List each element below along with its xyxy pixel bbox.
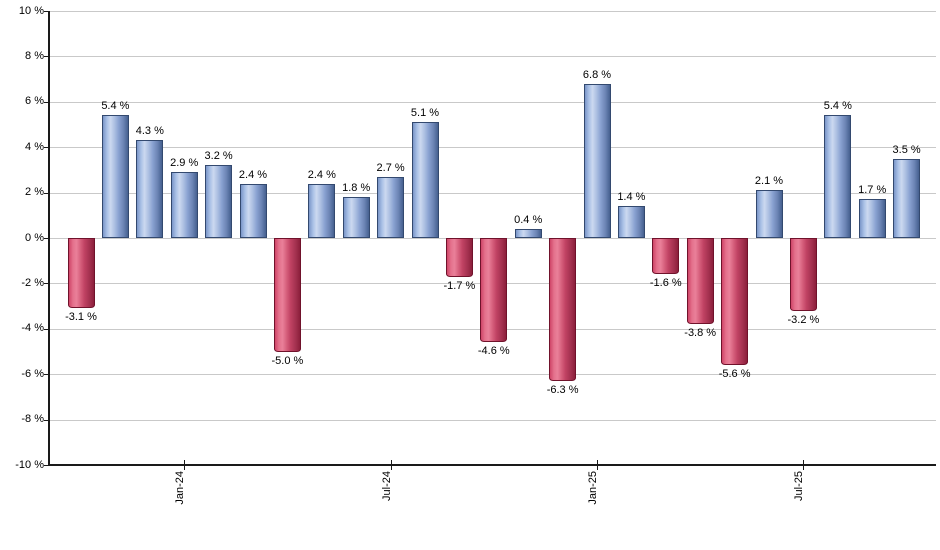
y-gridline bbox=[50, 56, 936, 57]
y-axis-tick-label: -8 % bbox=[21, 413, 44, 425]
bar-value-label: 1.7 % bbox=[858, 184, 887, 197]
y-axis-tick-label: 4 % bbox=[25, 141, 44, 153]
y-axis-tick-mark bbox=[44, 147, 49, 148]
bar-value-label: 2.9 % bbox=[170, 157, 199, 170]
bar bbox=[445, 238, 473, 277]
y-axis-tick-label: 2 % bbox=[25, 186, 44, 198]
bar-value-label: -1.6 % bbox=[649, 277, 682, 290]
bar bbox=[893, 158, 921, 239]
y-axis-tick-label: 0 % bbox=[25, 232, 44, 244]
bar-value-label: 5.4 % bbox=[101, 100, 130, 113]
x-axis-tick-mark bbox=[597, 460, 598, 470]
bar-value-label: -5.6 % bbox=[718, 368, 751, 381]
bar-value-label: 1.8 % bbox=[342, 182, 371, 195]
bar-value-label: -4.6 % bbox=[477, 345, 510, 358]
bar bbox=[136, 140, 164, 238]
bar bbox=[755, 190, 783, 238]
y-axis-tick-label: -10 % bbox=[15, 459, 44, 471]
bar bbox=[824, 115, 852, 238]
bar bbox=[342, 197, 370, 238]
y-axis-tick-mark bbox=[44, 11, 49, 12]
y-axis-tick-mark bbox=[44, 329, 49, 330]
bar bbox=[480, 238, 508, 343]
y-axis-tick-label: -6 % bbox=[21, 368, 44, 380]
bar-value-label: 0.4 % bbox=[514, 213, 543, 226]
y-axis-tick-mark bbox=[44, 420, 49, 421]
bar-value-label: 5.1 % bbox=[410, 107, 440, 120]
x-axis-tick-label: Jan-25 bbox=[587, 471, 599, 505]
bar bbox=[583, 83, 611, 238]
y-axis-tick-label: -2 % bbox=[21, 277, 44, 289]
x-axis-tick-mark bbox=[390, 460, 392, 470]
bar bbox=[617, 206, 645, 238]
bar bbox=[170, 172, 198, 238]
bar-value-label: -3.1 % bbox=[65, 311, 97, 324]
y-gridline bbox=[50, 11, 936, 12]
bar-value-label: -6.3 % bbox=[546, 384, 579, 396]
bar bbox=[721, 238, 749, 366]
bar bbox=[411, 122, 439, 238]
bar bbox=[789, 238, 817, 311]
x-axis-tick-mark bbox=[803, 460, 805, 470]
y-axis-tick-mark bbox=[44, 283, 49, 284]
bar bbox=[308, 183, 336, 238]
bar bbox=[858, 199, 886, 238]
bar bbox=[652, 238, 680, 275]
x-axis-line bbox=[48, 464, 936, 466]
bar-value-label: -5.0 % bbox=[271, 354, 304, 367]
bar-value-label: 2.4 % bbox=[238, 168, 268, 181]
bar-value-label: 3.5 % bbox=[892, 143, 921, 156]
y-axis-tick-label: -4 % bbox=[21, 322, 44, 334]
y-axis-tick-mark bbox=[44, 238, 49, 239]
bar-value-label: 2.7 % bbox=[376, 161, 405, 174]
y-axis-tick-label: 10 % bbox=[18, 5, 44, 17]
y-gridline bbox=[50, 420, 936, 421]
x-axis-tick-label: Jan-24 bbox=[174, 471, 187, 505]
y-gridline bbox=[50, 147, 936, 148]
bar bbox=[101, 115, 129, 238]
bar bbox=[514, 228, 542, 238]
bar-value-label: -1.7 % bbox=[443, 279, 476, 292]
x-axis-tick-label: Jul-25 bbox=[793, 471, 806, 501]
bar bbox=[273, 238, 301, 352]
y-axis-tick-mark bbox=[44, 56, 49, 57]
bar-value-label: 1.4 % bbox=[617, 191, 646, 204]
bar bbox=[377, 176, 405, 238]
y-axis-tick-mark bbox=[44, 102, 49, 103]
y-axis-tick-label: 6 % bbox=[25, 95, 44, 107]
bar-value-label: 2.1 % bbox=[754, 175, 784, 188]
y-axis-tick-label: 8 % bbox=[25, 50, 44, 62]
y-axis-tick-mark bbox=[44, 374, 49, 375]
y-axis-tick-mark bbox=[44, 193, 49, 194]
bar-value-label: -3.2 % bbox=[787, 313, 820, 326]
y-gridline bbox=[50, 193, 936, 194]
y-gridline bbox=[50, 102, 936, 103]
x-axis-tick-label: Jul-24 bbox=[380, 471, 393, 501]
bar-value-label: 5.4 % bbox=[823, 100, 852, 113]
bar bbox=[686, 238, 714, 325]
y-axis-line bbox=[48, 11, 50, 466]
x-axis-tick-mark bbox=[184, 460, 186, 470]
bar-value-label: 3.2 % bbox=[204, 150, 233, 163]
y-axis-tick-mark bbox=[44, 465, 49, 466]
bar bbox=[205, 165, 233, 238]
bar-value-label: -3.8 % bbox=[684, 327, 717, 340]
bar bbox=[239, 183, 267, 238]
bar-value-label: 4.3 % bbox=[135, 125, 164, 138]
y-gridline bbox=[50, 374, 936, 375]
bar bbox=[549, 238, 577, 381]
bar bbox=[67, 238, 95, 309]
bar-value-label: 6.8 % bbox=[582, 68, 612, 81]
bar-value-label: 2.4 % bbox=[307, 168, 336, 181]
